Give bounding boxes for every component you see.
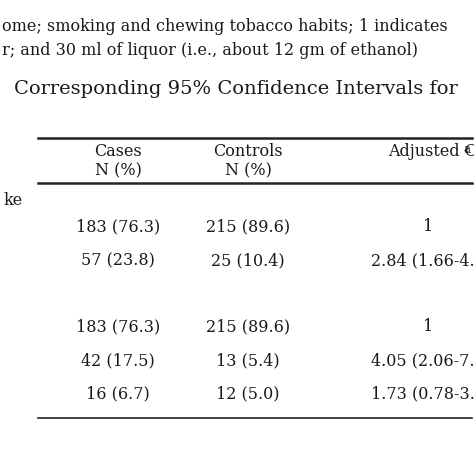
- Text: 12 (5.0): 12 (5.0): [216, 385, 280, 402]
- Text: 2.84 (1.66-4.8: 2.84 (1.66-4.8: [371, 252, 474, 269]
- Text: a: a: [463, 143, 470, 156]
- Text: 4.05 (2.06-7.9: 4.05 (2.06-7.9: [371, 352, 474, 369]
- Text: 13 (5.4): 13 (5.4): [216, 352, 280, 369]
- Text: 42 (17.5): 42 (17.5): [81, 352, 155, 369]
- Text: 215 (89.6): 215 (89.6): [206, 218, 290, 235]
- Text: r; and 30 ml of liquor (i.e., about 12 gm of ethanol): r; and 30 ml of liquor (i.e., about 12 g…: [2, 42, 418, 59]
- Text: 183 (76.3): 183 (76.3): [76, 218, 160, 235]
- Text: ke: ke: [4, 192, 23, 209]
- Text: 57 (23.8): 57 (23.8): [81, 252, 155, 269]
- Text: 1: 1: [423, 318, 433, 335]
- Text: 215 (89.6): 215 (89.6): [206, 318, 290, 335]
- Text: Cases
N (%): Cases N (%): [94, 143, 142, 180]
- Text: Adjusted OR: Adjusted OR: [388, 143, 474, 160]
- Text: 1.73 (0.78-3.8: 1.73 (0.78-3.8: [371, 385, 474, 402]
- Text: ome; smoking and chewing tobacco habits; 1 indicates: ome; smoking and chewing tobacco habits;…: [2, 18, 448, 35]
- Text: Controls
N (%): Controls N (%): [213, 143, 283, 180]
- Text: 16 (6.7): 16 (6.7): [86, 385, 150, 402]
- Text: 1: 1: [423, 218, 433, 235]
- Text: (9: (9: [470, 143, 474, 160]
- Text: 183 (76.3): 183 (76.3): [76, 318, 160, 335]
- Text: Corresponding 95% Confidence Intervals for: Corresponding 95% Confidence Intervals f…: [14, 80, 458, 98]
- Text: 25 (10.4): 25 (10.4): [211, 252, 285, 269]
